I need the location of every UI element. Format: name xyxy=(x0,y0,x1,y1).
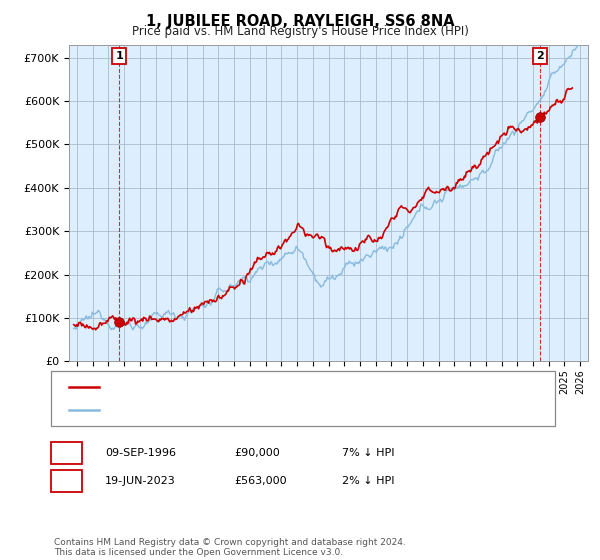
Text: £563,000: £563,000 xyxy=(234,476,287,486)
Text: 1: 1 xyxy=(115,51,123,61)
Text: Contains HM Land Registry data © Crown copyright and database right 2024.
This d: Contains HM Land Registry data © Crown c… xyxy=(54,538,406,557)
Text: 7% ↓ HPI: 7% ↓ HPI xyxy=(342,448,395,458)
Text: 2: 2 xyxy=(536,51,544,61)
Text: 2: 2 xyxy=(62,474,71,488)
Text: 2% ↓ HPI: 2% ↓ HPI xyxy=(342,476,395,486)
Text: 1: 1 xyxy=(62,446,71,460)
Text: 1, JUBILEE ROAD, RAYLEIGH, SS6 8NA (detached house): 1, JUBILEE ROAD, RAYLEIGH, SS6 8NA (deta… xyxy=(105,382,395,393)
Text: 19-JUN-2023: 19-JUN-2023 xyxy=(105,476,176,486)
Text: 09-SEP-1996: 09-SEP-1996 xyxy=(105,448,176,458)
Text: £90,000: £90,000 xyxy=(234,448,280,458)
Text: HPI: Average price, detached house, Rochford: HPI: Average price, detached house, Roch… xyxy=(105,405,344,415)
Text: Price paid vs. HM Land Registry's House Price Index (HPI): Price paid vs. HM Land Registry's House … xyxy=(131,25,469,38)
Text: 1, JUBILEE ROAD, RAYLEIGH, SS6 8NA: 1, JUBILEE ROAD, RAYLEIGH, SS6 8NA xyxy=(146,14,454,29)
